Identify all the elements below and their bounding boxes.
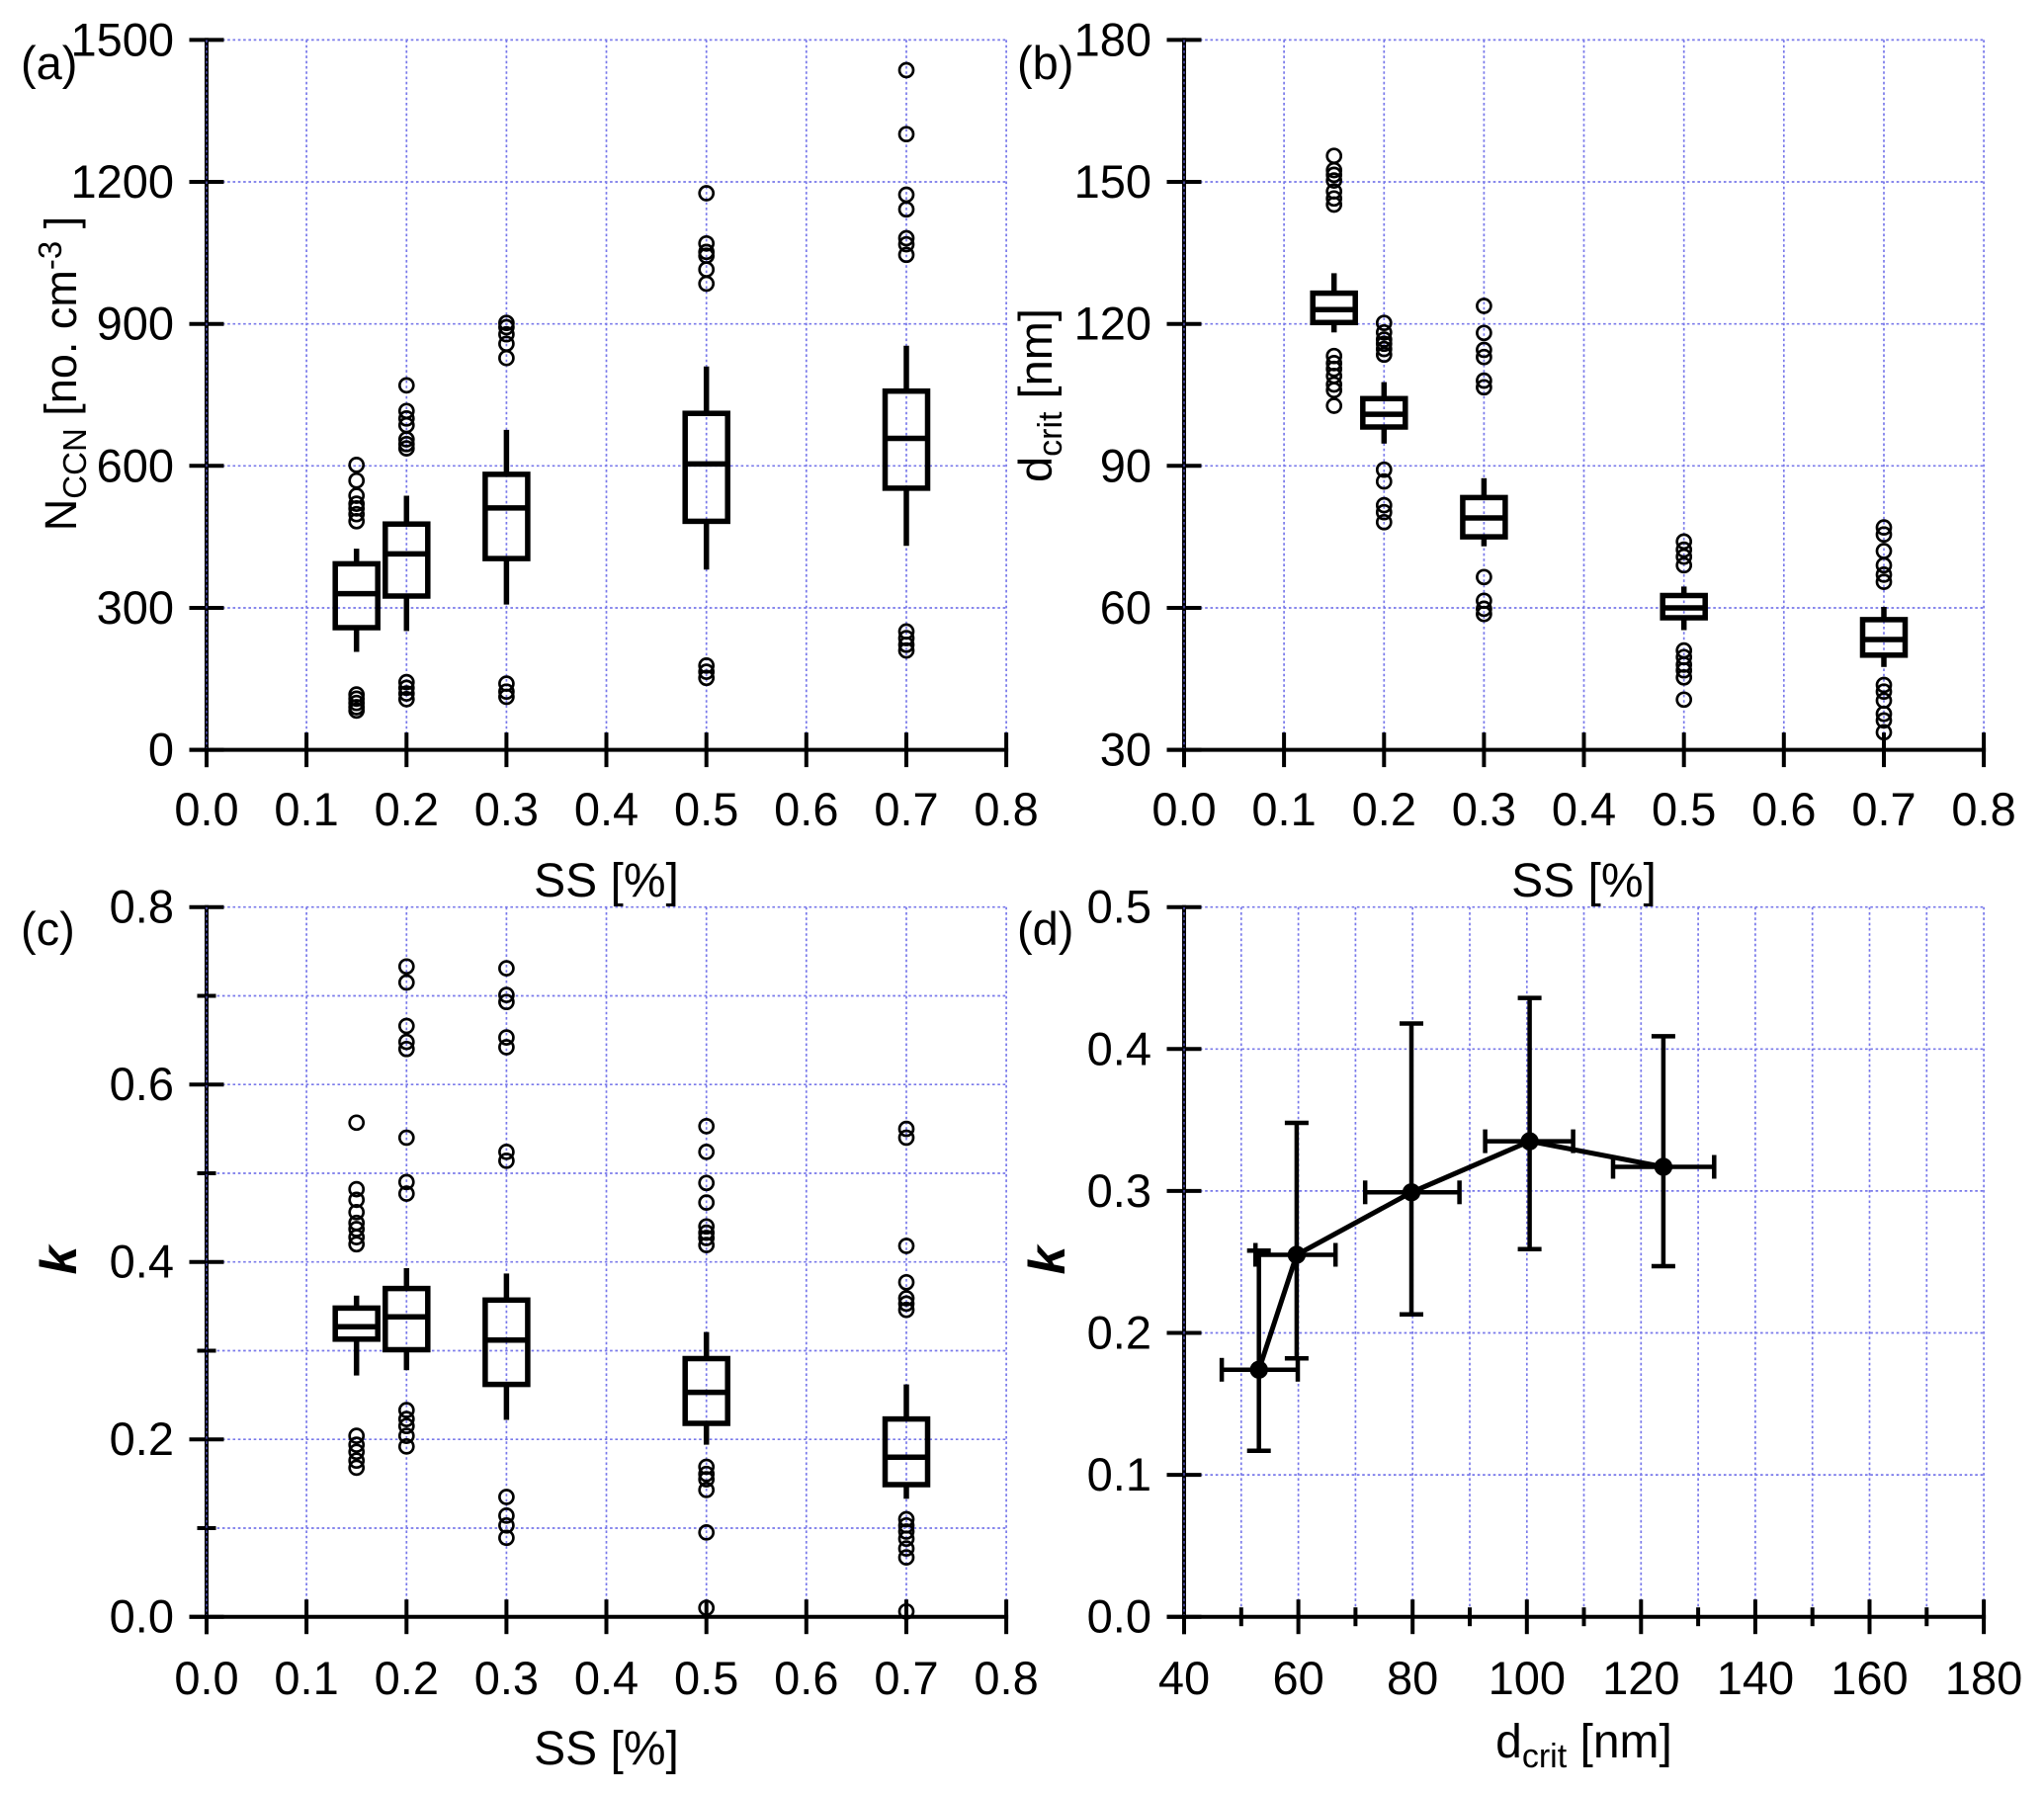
svg-text:0.2: 0.2 <box>1087 1307 1151 1359</box>
svg-text:80: 80 <box>1387 1652 1438 1704</box>
svg-text:1200: 1200 <box>70 155 174 208</box>
svg-text:120: 120 <box>1074 298 1151 350</box>
svg-text:0.6: 0.6 <box>1751 783 1816 835</box>
svg-text:90: 90 <box>1100 439 1151 491</box>
svg-text:0.4: 0.4 <box>1552 783 1616 835</box>
svg-text:0.1: 0.1 <box>1251 783 1316 835</box>
svg-text:0.4: 0.4 <box>110 1236 174 1288</box>
svg-text:0.8: 0.8 <box>110 881 174 933</box>
svg-text:0.5: 0.5 <box>1652 783 1716 835</box>
svg-text:0.1: 0.1 <box>274 783 338 835</box>
svg-text:0.4: 0.4 <box>574 783 639 835</box>
svg-text:0.3: 0.3 <box>474 783 539 835</box>
svg-text:0.4: 0.4 <box>1087 1022 1151 1074</box>
svg-text:160: 160 <box>1831 1652 1908 1704</box>
svg-text:180: 180 <box>1945 1652 2022 1704</box>
svg-text:0.8: 0.8 <box>974 783 1038 835</box>
svg-text:60: 60 <box>1100 581 1151 634</box>
svg-text:0.5: 0.5 <box>674 1652 738 1704</box>
svg-text:k: k <box>1019 1242 1076 1274</box>
svg-text:SS [%]: SS [%] <box>534 1723 679 1775</box>
svg-text:900: 900 <box>97 298 174 350</box>
svg-text:0.8: 0.8 <box>974 1652 1038 1704</box>
svg-text:0.0: 0.0 <box>1151 783 1216 835</box>
svg-text:0.3: 0.3 <box>474 1652 539 1704</box>
svg-text:0.3: 0.3 <box>1087 1164 1151 1217</box>
svg-text:30: 30 <box>1100 724 1151 776</box>
svg-text:0.5: 0.5 <box>1087 881 1151 933</box>
svg-text:(c): (c) <box>21 902 75 955</box>
svg-text:60: 60 <box>1272 1652 1323 1704</box>
svg-text:SS [%]: SS [%] <box>1511 855 1657 907</box>
svg-text:0.0: 0.0 <box>174 783 238 835</box>
svg-text:300: 300 <box>97 581 174 634</box>
svg-text:0.1: 0.1 <box>1087 1448 1151 1500</box>
svg-text:0.6: 0.6 <box>110 1058 174 1110</box>
svg-text:0.0: 0.0 <box>1087 1590 1151 1643</box>
svg-text:(d): (d) <box>1017 902 1073 955</box>
svg-text:0.4: 0.4 <box>574 1652 639 1704</box>
svg-text:0.6: 0.6 <box>774 783 838 835</box>
svg-text:0.7: 0.7 <box>1851 783 1916 835</box>
svg-text:0.0: 0.0 <box>174 1652 238 1704</box>
svg-text:0.2: 0.2 <box>110 1412 174 1465</box>
svg-text:120: 120 <box>1602 1652 1679 1704</box>
svg-text:1500: 1500 <box>70 13 174 65</box>
svg-text:0.2: 0.2 <box>1352 783 1416 835</box>
svg-text:40: 40 <box>1158 1652 1210 1704</box>
svg-text:0.1: 0.1 <box>274 1652 338 1704</box>
svg-text:0.7: 0.7 <box>874 1652 938 1704</box>
svg-text:SS [%]: SS [%] <box>534 855 679 907</box>
svg-text:100: 100 <box>1489 1652 1566 1704</box>
svg-text:(b): (b) <box>1017 37 1073 89</box>
svg-text:140: 140 <box>1717 1652 1794 1704</box>
svg-text:0.0: 0.0 <box>110 1590 174 1643</box>
svg-text:0: 0 <box>148 724 174 776</box>
svg-text:(a): (a) <box>21 37 77 89</box>
svg-text:0.8: 0.8 <box>1951 783 2015 835</box>
svg-text:0.3: 0.3 <box>1452 783 1516 835</box>
svg-text:0.5: 0.5 <box>674 783 738 835</box>
svg-text:150: 150 <box>1074 155 1151 208</box>
svg-text:0.6: 0.6 <box>774 1652 838 1704</box>
svg-text:0.2: 0.2 <box>375 783 439 835</box>
svg-text:0.2: 0.2 <box>375 1652 439 1704</box>
svg-text:600: 600 <box>97 439 174 491</box>
svg-text:k: k <box>31 1242 88 1274</box>
svg-text:0.7: 0.7 <box>874 783 938 835</box>
svg-text:180: 180 <box>1074 13 1151 65</box>
